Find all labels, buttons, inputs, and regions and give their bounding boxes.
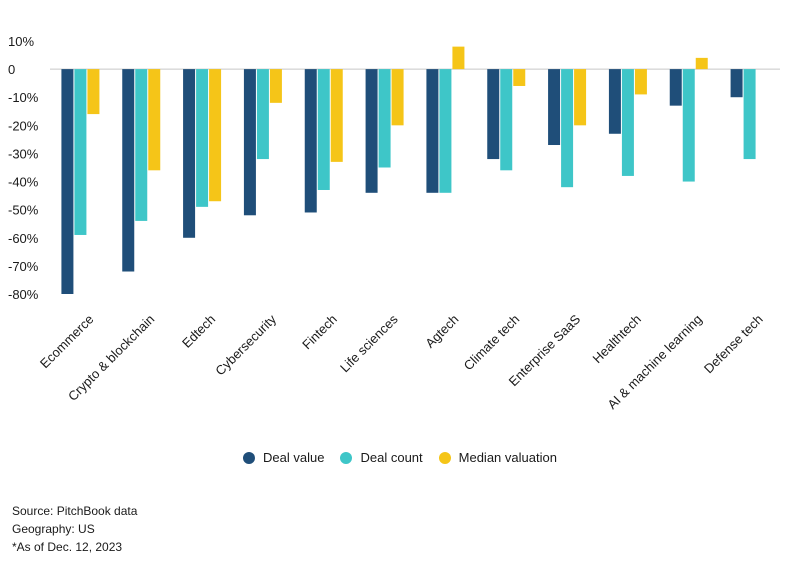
- y-axis-ticks: 10% 0 -10% -20% -30% -40% -50% -60% -70% -80%: [8, 34, 39, 302]
- bar-median-valuation: [148, 69, 161, 171]
- bar-deal-value: [608, 69, 621, 134]
- bar-median-valuation: [87, 69, 100, 115]
- x-tick-label: Defense tech: [701, 312, 766, 377]
- legend-swatch-deal-count: [340, 451, 353, 464]
- x-tick-label: Fintech: [299, 312, 340, 353]
- bar-deal-value: [730, 69, 743, 98]
- bar-deal-count: [743, 69, 756, 160]
- y-tick-label: -60%: [8, 231, 39, 246]
- x-tick-label: Edtech: [179, 312, 218, 351]
- bars: [61, 46, 756, 294]
- bar-median-valuation: [330, 69, 343, 162]
- legend-item-deal-value: Deal value: [243, 450, 324, 465]
- bar-deal-value: [487, 69, 500, 160]
- source-note: Source: PitchBook data: [12, 504, 138, 518]
- bar-median-valuation: [574, 69, 587, 126]
- legend-label-deal-count: Deal count: [360, 450, 423, 465]
- legend-label-deal-value: Deal value: [263, 450, 325, 465]
- x-tick-label: Healthtech: [589, 312, 644, 367]
- y-tick-label: -20%: [8, 118, 39, 133]
- x-tick-label: Agtech: [422, 312, 461, 351]
- y-tick-label: -50%: [8, 203, 39, 218]
- geography-note: Geography: US: [12, 522, 95, 536]
- chart: 10% 0 -10% -20% -30% -40% -50% -60% -70% -80% Eco…: [8, 34, 780, 412]
- bar-deal-value: [304, 69, 317, 213]
- x-tick-label: Ecommerce: [37, 312, 97, 372]
- bar-deal-value: [61, 69, 74, 294]
- bar-deal-count: [561, 69, 574, 188]
- bar-median-valuation: [452, 46, 465, 70]
- bar-deal-count: [256, 69, 269, 160]
- x-tick-label: Climate tech: [461, 312, 523, 374]
- y-tick-label: 10%: [8, 34, 34, 49]
- bar-median-valuation: [391, 69, 404, 126]
- bar-deal-value: [365, 69, 378, 193]
- bar-deal-value: [243, 69, 256, 216]
- x-tick-label: Life sciences: [337, 311, 401, 375]
- y-tick-label: -10%: [8, 90, 39, 105]
- as-of-note: *As of Dec. 12, 2023: [12, 540, 123, 554]
- bar-median-valuation: [634, 69, 647, 95]
- y-tick-label: -30%: [8, 146, 39, 161]
- bar-deal-value: [669, 69, 682, 106]
- bar-deal-value: [183, 69, 196, 238]
- bar-deal-count: [196, 69, 209, 207]
- bar-deal-value: [548, 69, 561, 146]
- legend-swatch-deal-value: [243, 451, 256, 464]
- bar-deal-count: [378, 69, 391, 168]
- legend-swatch-median-valuation: [438, 451, 451, 464]
- x-tick-label: Cybersecurity: [212, 311, 279, 378]
- y-tick-label: -80%: [8, 287, 39, 302]
- bar-deal-count: [135, 69, 148, 221]
- bar-deal-value: [426, 69, 439, 193]
- bar-median-valuation: [209, 69, 222, 202]
- bar-deal-count: [439, 69, 452, 193]
- footnotes: Source: PitchBook data Geography: US *As…: [12, 502, 137, 556]
- y-tick-label: -70%: [8, 259, 39, 274]
- bar-deal-count: [74, 69, 87, 235]
- bar-deal-count: [500, 69, 513, 171]
- bar-median-valuation: [269, 69, 282, 103]
- y-tick-label: -40%: [8, 175, 39, 190]
- bar-median-valuation: [695, 57, 708, 70]
- bar-deal-count: [682, 69, 695, 182]
- y-tick-label: 0: [8, 62, 15, 77]
- legend: Deal value Deal count Median valuation: [0, 450, 800, 465]
- legend-item-median-valuation: Median valuation: [438, 450, 557, 465]
- bar-median-valuation: [513, 69, 526, 86]
- bar-deal-count: [317, 69, 330, 190]
- bar-deal-count: [621, 69, 634, 176]
- legend-label-median-valuation: Median valuation: [458, 450, 557, 465]
- legend-item-deal-count: Deal count: [340, 450, 423, 465]
- bar-deal-value: [122, 69, 135, 272]
